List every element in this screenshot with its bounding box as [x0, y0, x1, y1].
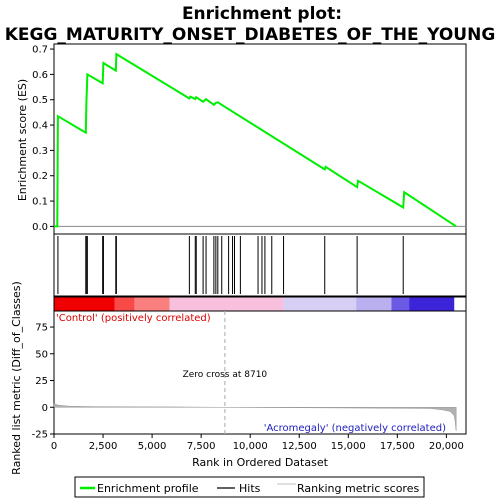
x-tick-label: 5,000: [138, 441, 167, 452]
heatmap-segment: [54, 297, 115, 311]
heatmap-segment: [391, 297, 410, 311]
metric-panel-frame: [53, 310, 467, 435]
ranking-heatmap: [53, 296, 467, 312]
hits-panel: [53, 233, 467, 297]
metric-y-tick-label: 50: [35, 349, 48, 360]
es-y-tick-label: 0.6: [32, 70, 48, 81]
metric-y-tick-label: 25: [35, 376, 48, 387]
legend-frame: [74, 476, 425, 498]
legend-es-label: Enrichment profile: [97, 482, 199, 495]
es-y-tick-label: 0.3: [32, 146, 48, 157]
x-tick-label: 0: [51, 441, 57, 452]
es-panel-frame: [53, 43, 467, 235]
metric-y-axis-label: Ranked list metric (Diff_of_Classes): [10, 281, 23, 475]
metric-y-tick-label: 0: [42, 403, 48, 414]
es-y-axis-label: Enrichment score (ES): [16, 79, 29, 201]
x-tick-label: 10,000: [233, 441, 268, 452]
x-tick-label: 17,500: [380, 441, 415, 452]
x-tick-label: 20,000: [429, 441, 464, 452]
es-y-tick-label: 0.2: [32, 171, 48, 182]
x-axis-label: Rank in Ordered Dataset: [192, 456, 329, 469]
heatmap-segment: [283, 297, 357, 311]
negative-class-label: 'Acromegaly' (negatively correlated): [264, 423, 446, 434]
heatmap-segment: [134, 297, 170, 311]
es-curve: [54, 52, 457, 228]
positive-class-label: 'Control' (positively correlated): [56, 313, 211, 324]
ranking-metric-area: [53, 403, 457, 431]
metric-y-tick-label: 75: [35, 323, 48, 334]
es-y-tick-label: 0.7: [32, 45, 48, 56]
x-axis: 0 2,500 5,000 7,500 10,000 12,500 15,000 17,500…: [51, 434, 464, 452]
legend: Enrichment profile Hits Ranking metric s…: [74, 476, 425, 498]
es-y-tick-label: 0.1: [32, 197, 48, 208]
heatmap-segment: [409, 297, 455, 311]
chart-title-line1: Enrichment plot:: [182, 4, 342, 24]
es-y-tick-label: 0.0: [32, 222, 48, 233]
es-y-axis: 0.0 0.1 0.2 0.3 0.4 0.5 0.6 0.7: [32, 45, 54, 233]
chart-title-line2: KEGG_MATURITY_ONSET_DIABETES_OF_THE_YOUN…: [5, 25, 496, 45]
metric-y-tick-label: -25: [32, 430, 48, 441]
metric-panel: Zero cross at 8710 'Control' (positively…: [32, 310, 467, 441]
es-panel: 0.0 0.1 0.2 0.3 0.4 0.5 0.6 0.7: [32, 43, 467, 235]
hits-panel-frame: [53, 233, 467, 297]
hit-marks: [57, 236, 404, 294]
metric-y-axis: -25 0 25 50 75: [32, 323, 54, 441]
x-tick-label: 7,500: [187, 441, 216, 452]
x-tick-label: 12,500: [282, 441, 317, 452]
zero-cross-label: Zero cross at 8710: [183, 370, 268, 380]
heatmap-segment: [169, 297, 284, 311]
legend-metric-label: Ranking metric scores: [297, 482, 419, 495]
heatmap-segment: [356, 297, 392, 311]
x-tick-label: 2,500: [89, 441, 118, 452]
x-tick-label: 15,000: [331, 441, 366, 452]
es-y-tick-label: 0.4: [32, 121, 48, 132]
heatmap-segment: [114, 297, 135, 311]
es-y-tick-label: 0.5: [32, 95, 48, 106]
legend-hits-label: Hits: [239, 482, 261, 495]
